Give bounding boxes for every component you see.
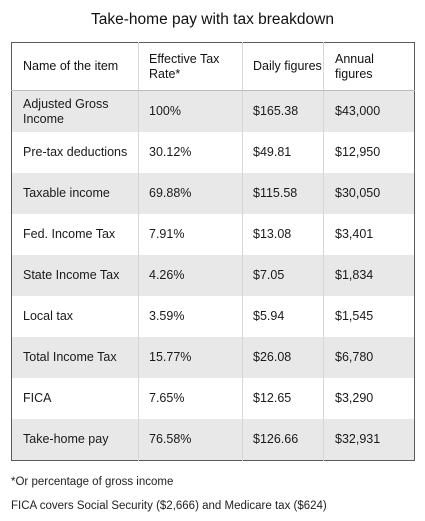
page-title: Take-home pay with tax breakdown — [91, 11, 334, 28]
cell-item-name: Taxable income — [11, 173, 139, 214]
table-row: Total Income Tax 15.77% $26.08 $6,780 — [11, 337, 415, 378]
header-item-name: Name of the item — [11, 42, 139, 91]
cell-daily-figure: $12.65 — [242, 378, 324, 419]
cell-daily-figure: $7.05 — [242, 255, 324, 296]
header-daily: Daily figures — [242, 42, 324, 91]
cell-item-name: Pre-tax deductions — [11, 132, 139, 173]
header-annual: Annual figures — [323, 42, 415, 91]
table-row: State Income Tax 4.26% $7.05 $1,834 — [11, 255, 415, 296]
table-row: Taxable income 69.88% $115.58 $30,050 — [11, 173, 415, 214]
cell-annual-figure: $1,834 — [323, 255, 415, 296]
cell-annual-figure: $43,000 — [323, 90, 415, 132]
cell-item-name: Total Income Tax — [11, 337, 139, 378]
cell-tax-rate: 4.26% — [138, 255, 243, 296]
cell-tax-rate: 69.88% — [138, 173, 243, 214]
footnote-fica: FICA covers Social Security ($2,666) and… — [11, 500, 327, 512]
cell-annual-figure: $6,780 — [323, 337, 415, 378]
cell-annual-figure: $32,931 — [323, 419, 415, 461]
table-row: Take-home pay 76.58% $126.66 $32,931 — [11, 419, 415, 461]
cell-daily-figure: $13.08 — [242, 214, 324, 255]
table-row: Adjusted Gross Income 100% $165.38 $43,000 — [11, 90, 415, 132]
cell-daily-figure: $115.58 — [242, 173, 324, 214]
cell-annual-figure: $3,401 — [335, 227, 374, 241]
cell-daily-figure: $165.38 — [242, 90, 324, 132]
table-row: Pre-tax deductions 30.12% $49.81 $12,950 — [11, 132, 415, 173]
cell-tax-rate: 7.65% — [138, 378, 243, 419]
cell-tax-rate: 30.12% — [138, 132, 243, 173]
cell-item-name: Adjusted Gross Income — [11, 90, 139, 132]
cell-daily-figure: $5.94 — [242, 296, 324, 337]
table-row: Local tax 3.59% $5.94 $1,545 — [11, 296, 415, 337]
cell-tax-rate: 100% — [138, 90, 243, 132]
cell-item-name: Local tax — [11, 296, 139, 337]
cell-annual-figure: $3,290 — [335, 391, 374, 405]
footnote-asterisk: *Or percentage of gross income — [11, 476, 174, 488]
cell-tax-rate: 76.58% — [138, 419, 243, 461]
cell-tax-rate: 15.77% — [138, 337, 243, 378]
cell-item-name: State Income Tax — [11, 255, 139, 296]
cell-tax-rate: 3.59% — [138, 296, 243, 337]
table-row: FICA 7.65% $12.65 $3,290 — [11, 378, 415, 419]
cell-item-name: Fed. Income Tax — [11, 214, 139, 255]
cell-annual-figure: $1,545 — [335, 309, 374, 323]
cell-daily-figure: $126.66 — [242, 419, 324, 461]
cell-item-name: FICA — [11, 378, 139, 419]
tax-breakdown-table: Name of the item Effective Tax Rate* Dai… — [11, 42, 415, 461]
cell-annual-figure: $12,950 — [335, 145, 381, 159]
cell-tax-rate: 7.91% — [138, 214, 243, 255]
table-row: Fed. Income Tax 7.91% $13.08 $3,401 — [11, 214, 415, 255]
cell-daily-figure: $26.08 — [242, 337, 324, 378]
cell-daily-figure: $49.81 — [242, 132, 324, 173]
table-header-row: Name of the item Effective Tax Rate* Dai… — [11, 42, 415, 91]
cell-item-name: Take-home pay — [11, 419, 139, 461]
cell-annual-figure: $30,050 — [323, 173, 415, 214]
header-tax-rate: Effective Tax Rate* — [138, 42, 243, 91]
